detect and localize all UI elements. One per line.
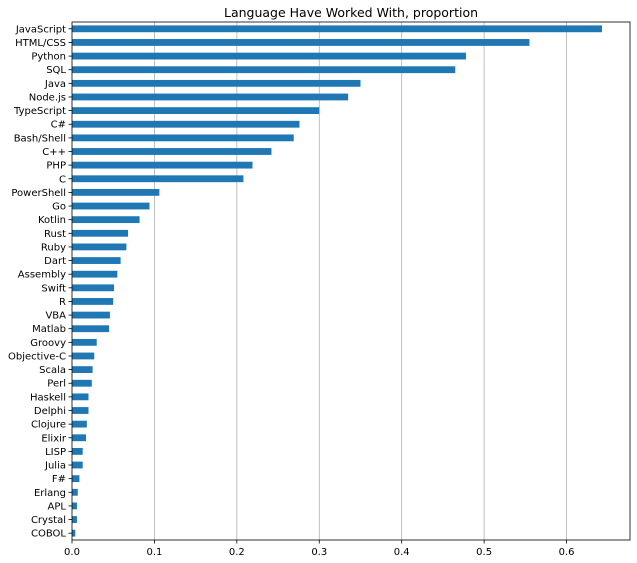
x-tick-label: 0.6 bbox=[559, 547, 575, 558]
bar-erlang bbox=[72, 488, 78, 496]
x-tick-label: 0.0 bbox=[64, 547, 80, 558]
y-tick-label: Assembly bbox=[18, 270, 66, 281]
y-tick-label: JavaScript bbox=[15, 24, 66, 35]
y-tick-label: Clojure bbox=[31, 420, 66, 431]
y-tick-label: Ruby bbox=[41, 242, 66, 253]
bar-julia bbox=[72, 461, 83, 469]
y-tick-label: Bash/Shell bbox=[14, 133, 66, 144]
y-tick-label: Swift bbox=[41, 283, 66, 294]
y-tick-label: Python bbox=[31, 52, 66, 63]
bar-javascript bbox=[72, 25, 602, 33]
bar-f- bbox=[72, 475, 80, 483]
bar-apl bbox=[72, 502, 77, 510]
y-tick-label: TypeScript bbox=[13, 106, 66, 117]
y-tick-label: Kotlin bbox=[38, 215, 66, 226]
y-tick-label: F# bbox=[52, 474, 66, 485]
bar-typescript bbox=[72, 107, 320, 115]
bar-objective-c bbox=[72, 352, 95, 360]
x-axis-ticks: 0.0 0.1 0.2 0.3 0.4 0.5 0.6 bbox=[64, 540, 574, 558]
bar-delphi bbox=[72, 407, 89, 414]
y-tick-label: Java bbox=[44, 79, 66, 90]
y-tick-label: COBOL bbox=[31, 529, 66, 540]
y-tick-label: Erlang bbox=[34, 488, 66, 499]
bar-sql bbox=[72, 66, 456, 74]
bar-kotlin bbox=[72, 216, 140, 224]
bar-node-js bbox=[72, 93, 349, 101]
x-tick-label: 0.5 bbox=[476, 547, 492, 558]
bar-swift bbox=[72, 284, 115, 292]
bar-powershell bbox=[72, 188, 160, 196]
bar-crystal bbox=[72, 516, 77, 523]
y-tick-label: PowerShell bbox=[11, 188, 66, 199]
x-tick-label: 0.1 bbox=[146, 547, 162, 558]
y-tick-label: Crystal bbox=[31, 515, 66, 526]
bar-java bbox=[72, 79, 361, 87]
bar-dart bbox=[72, 257, 121, 264]
bar-scala bbox=[72, 366, 93, 374]
bar-cobol bbox=[72, 529, 76, 537]
y-tick-label: Elixir bbox=[41, 433, 67, 444]
bar-ruby bbox=[72, 243, 127, 251]
x-tick-label: 0.3 bbox=[311, 547, 327, 558]
y-tick-label: Go bbox=[52, 202, 66, 213]
y-tick-label: HTML/CSS bbox=[15, 38, 66, 49]
chart-title: Language Have Worked With, proportion bbox=[224, 5, 478, 20]
bar-assembly bbox=[72, 270, 118, 278]
x-tick-label: 0.4 bbox=[394, 547, 410, 558]
y-tick-label: Haskell bbox=[30, 392, 66, 403]
y-tick-label: LISP bbox=[45, 447, 66, 458]
bar-clojure bbox=[72, 420, 87, 428]
bar-rust bbox=[72, 229, 129, 237]
y-axis-ticks: JavaScript HTML/CSS Python SQL Java Node.js Ty… bbox=[8, 24, 72, 540]
bars bbox=[72, 25, 602, 537]
x-tick-label: 0.2 bbox=[229, 547, 245, 558]
y-tick-label: Scala bbox=[39, 365, 66, 376]
y-tick-label: Julia bbox=[44, 461, 66, 472]
y-tick-label: PHP bbox=[46, 161, 66, 172]
bar-vba bbox=[72, 311, 110, 319]
y-tick-label: Delphi bbox=[34, 406, 66, 417]
y-tick-label: R bbox=[59, 297, 66, 308]
bar-r bbox=[72, 298, 114, 305]
y-tick-label: C bbox=[59, 174, 66, 185]
y-tick-label: Node.js bbox=[29, 92, 66, 103]
bar-php bbox=[72, 161, 253, 169]
bar-perl bbox=[72, 379, 92, 387]
y-tick-label: Objective-C bbox=[8, 351, 66, 362]
y-tick-label: Groovy bbox=[30, 338, 66, 349]
y-tick-label: SQL bbox=[46, 65, 66, 76]
y-tick-label: Rust bbox=[44, 229, 66, 240]
bar-lisp bbox=[72, 447, 83, 455]
y-tick-label: C++ bbox=[42, 147, 66, 158]
bar-go bbox=[72, 202, 150, 210]
bar-groovy bbox=[72, 338, 97, 346]
bar-html-css bbox=[72, 39, 530, 46]
bar-c- bbox=[72, 148, 272, 155]
bar-c bbox=[72, 175, 244, 183]
bar-elixir bbox=[72, 434, 87, 442]
y-tick-label: Perl bbox=[47, 379, 66, 390]
y-tick-label: Dart bbox=[44, 256, 66, 267]
bar-haskell bbox=[72, 393, 89, 401]
y-tick-label: C# bbox=[51, 120, 66, 131]
bar-bash-shell bbox=[72, 134, 294, 142]
bar-c- bbox=[72, 120, 300, 128]
bar-python bbox=[72, 52, 466, 60]
y-tick-label: VBA bbox=[45, 311, 66, 322]
y-tick-label: APL bbox=[48, 501, 67, 512]
plot-frame bbox=[71, 21, 631, 541]
bar-matlab bbox=[72, 325, 110, 333]
y-tick-label: Matlab bbox=[32, 324, 66, 335]
